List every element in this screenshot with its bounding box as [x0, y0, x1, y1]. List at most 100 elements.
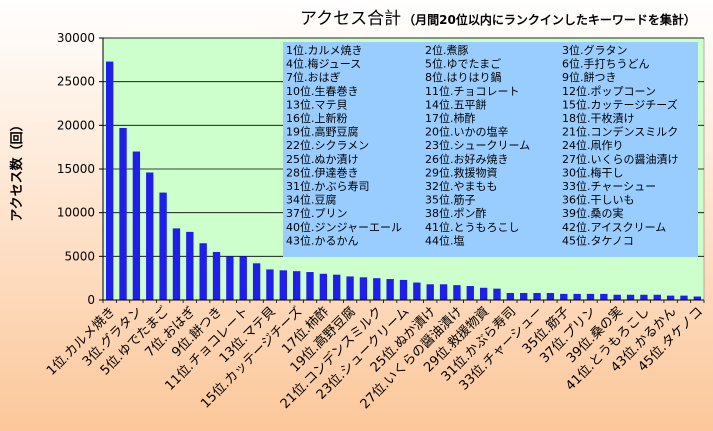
bar	[479, 287, 488, 300]
bar	[239, 256, 247, 300]
legend-item: 24位.凧作り	[562, 138, 624, 152]
legend-item: 8位.はりはり鍋	[425, 70, 502, 84]
legend-item: 14位.五平餅	[425, 97, 487, 111]
legend-item: 32位.やまもも	[425, 179, 498, 193]
chart-title: アクセス合計 （月間20位以内にランクインしたキーワードを集計）	[300, 9, 696, 29]
legend-item: 17位.柿酢	[425, 111, 476, 125]
bar	[413, 282, 421, 300]
legend-item: 31位.かぶら寿司	[286, 179, 370, 193]
bar	[186, 231, 194, 300]
legend-item: 13位.マテ貝	[286, 97, 348, 111]
bar	[586, 293, 595, 300]
legend-item: 2位.煮豚	[425, 43, 469, 57]
legend-item: 38位.ポン酢	[425, 206, 487, 220]
legend-item: 5位.ゆでたまご	[425, 57, 501, 71]
y-tick-label: 15000	[57, 162, 95, 176]
bar	[520, 293, 528, 300]
legend-item: 45位.タケノコ	[562, 233, 634, 247]
bar	[373, 278, 381, 300]
legend-item: 10位.生春巻き	[286, 84, 359, 98]
bar	[560, 293, 568, 300]
legend-item: 4位.梅ジュース	[286, 57, 361, 71]
bar	[199, 243, 207, 300]
bar	[600, 293, 608, 300]
y-tick-label: 0	[87, 293, 95, 307]
bar	[212, 251, 221, 300]
bar	[266, 269, 274, 300]
legend-item: 42位.アイスクリーム	[562, 220, 666, 234]
bar	[252, 263, 261, 300]
y-axis: 0 5000 10000 15000 20000 25000 30000	[57, 31, 104, 307]
legend-item: 35位.筋子	[425, 193, 476, 207]
y-tick-label: 30000	[57, 31, 95, 45]
bar	[533, 293, 541, 300]
bar	[346, 276, 354, 300]
y-axis-label: アクセス数（回）	[9, 118, 25, 221]
bar	[146, 172, 154, 300]
bar	[693, 296, 701, 300]
legend-item: 18位.干枚漬け	[562, 111, 635, 125]
legend-item: 12位.ポップコーン	[562, 84, 656, 98]
bar	[333, 274, 341, 300]
bar	[506, 293, 515, 300]
bar	[493, 288, 501, 300]
legend-item: 34位.豆腐	[286, 193, 337, 207]
bar	[399, 279, 408, 300]
bar	[132, 151, 141, 300]
bar	[573, 293, 581, 300]
legend-item: 41位.とうもろこし	[425, 220, 520, 234]
bar	[626, 294, 635, 300]
legend-item: 22位.シクラメン	[286, 138, 369, 152]
legend-item: 27位.いくらの醤油漬け	[562, 152, 679, 166]
bar	[159, 192, 167, 300]
legend-item: 6位.手打ちうどん	[562, 57, 650, 71]
bar	[386, 279, 394, 300]
legend-item: 21位.コンデンスミルク	[562, 125, 678, 139]
legend-item: 44位.塩	[425, 233, 465, 247]
y-tick-label: 25000	[57, 75, 95, 89]
bar	[640, 294, 648, 300]
bar	[666, 295, 675, 300]
bar	[453, 285, 461, 300]
bar	[279, 270, 287, 300]
y-tick-label: 20000	[57, 118, 95, 132]
y-tick-label: 10000	[57, 206, 95, 220]
legend-item: 11位.チョコレート	[425, 84, 520, 98]
legend-item: 9位.餅つき	[562, 70, 617, 84]
legend-item: 39位.桑の実	[562, 206, 624, 220]
legend-item: 25位.ぬか漬け	[286, 152, 359, 166]
legend-item: 16位.上新粉	[286, 111, 348, 125]
bar	[359, 277, 368, 300]
legend-item: 43位.かるかん	[286, 233, 359, 247]
legend-item: 1位.カルメ焼き	[286, 43, 363, 57]
bar	[306, 272, 314, 300]
bar	[439, 284, 448, 300]
bar	[466, 286, 474, 300]
bar	[426, 284, 434, 300]
legend-item: 40位.ジンジャーエール	[286, 220, 402, 234]
bar	[546, 293, 555, 300]
chart-title-main: アクセス合計	[300, 9, 401, 29]
legend-item: 15位.カッテージチーズ	[562, 97, 678, 111]
bar	[172, 228, 181, 300]
legend-item: 36位.干しいも	[562, 193, 635, 207]
bar	[680, 295, 688, 300]
legend-item: 29位.救援物資	[425, 165, 498, 179]
bar	[226, 256, 234, 300]
legend-item: 37位.プリン	[286, 206, 348, 220]
legend-item: 3位.グラタン	[562, 43, 628, 57]
bar	[319, 273, 328, 300]
bar	[613, 294, 621, 300]
legend-item: 19位.高野豆腐	[286, 125, 359, 139]
legend-item: 20位.いかの塩辛	[425, 125, 509, 139]
bar	[292, 271, 301, 300]
bar	[653, 294, 661, 300]
legend-item: 7位.おはぎ	[286, 70, 341, 84]
chart-subtitle: （月間20位以内にランクインしたキーワードを集計）	[403, 12, 696, 27]
bar-series	[106, 61, 701, 300]
bar	[119, 127, 127, 300]
legend-item: 26位.お好み焼き	[425, 152, 509, 166]
legend-box	[283, 42, 698, 257]
y-tick-label: 5000	[64, 249, 95, 263]
